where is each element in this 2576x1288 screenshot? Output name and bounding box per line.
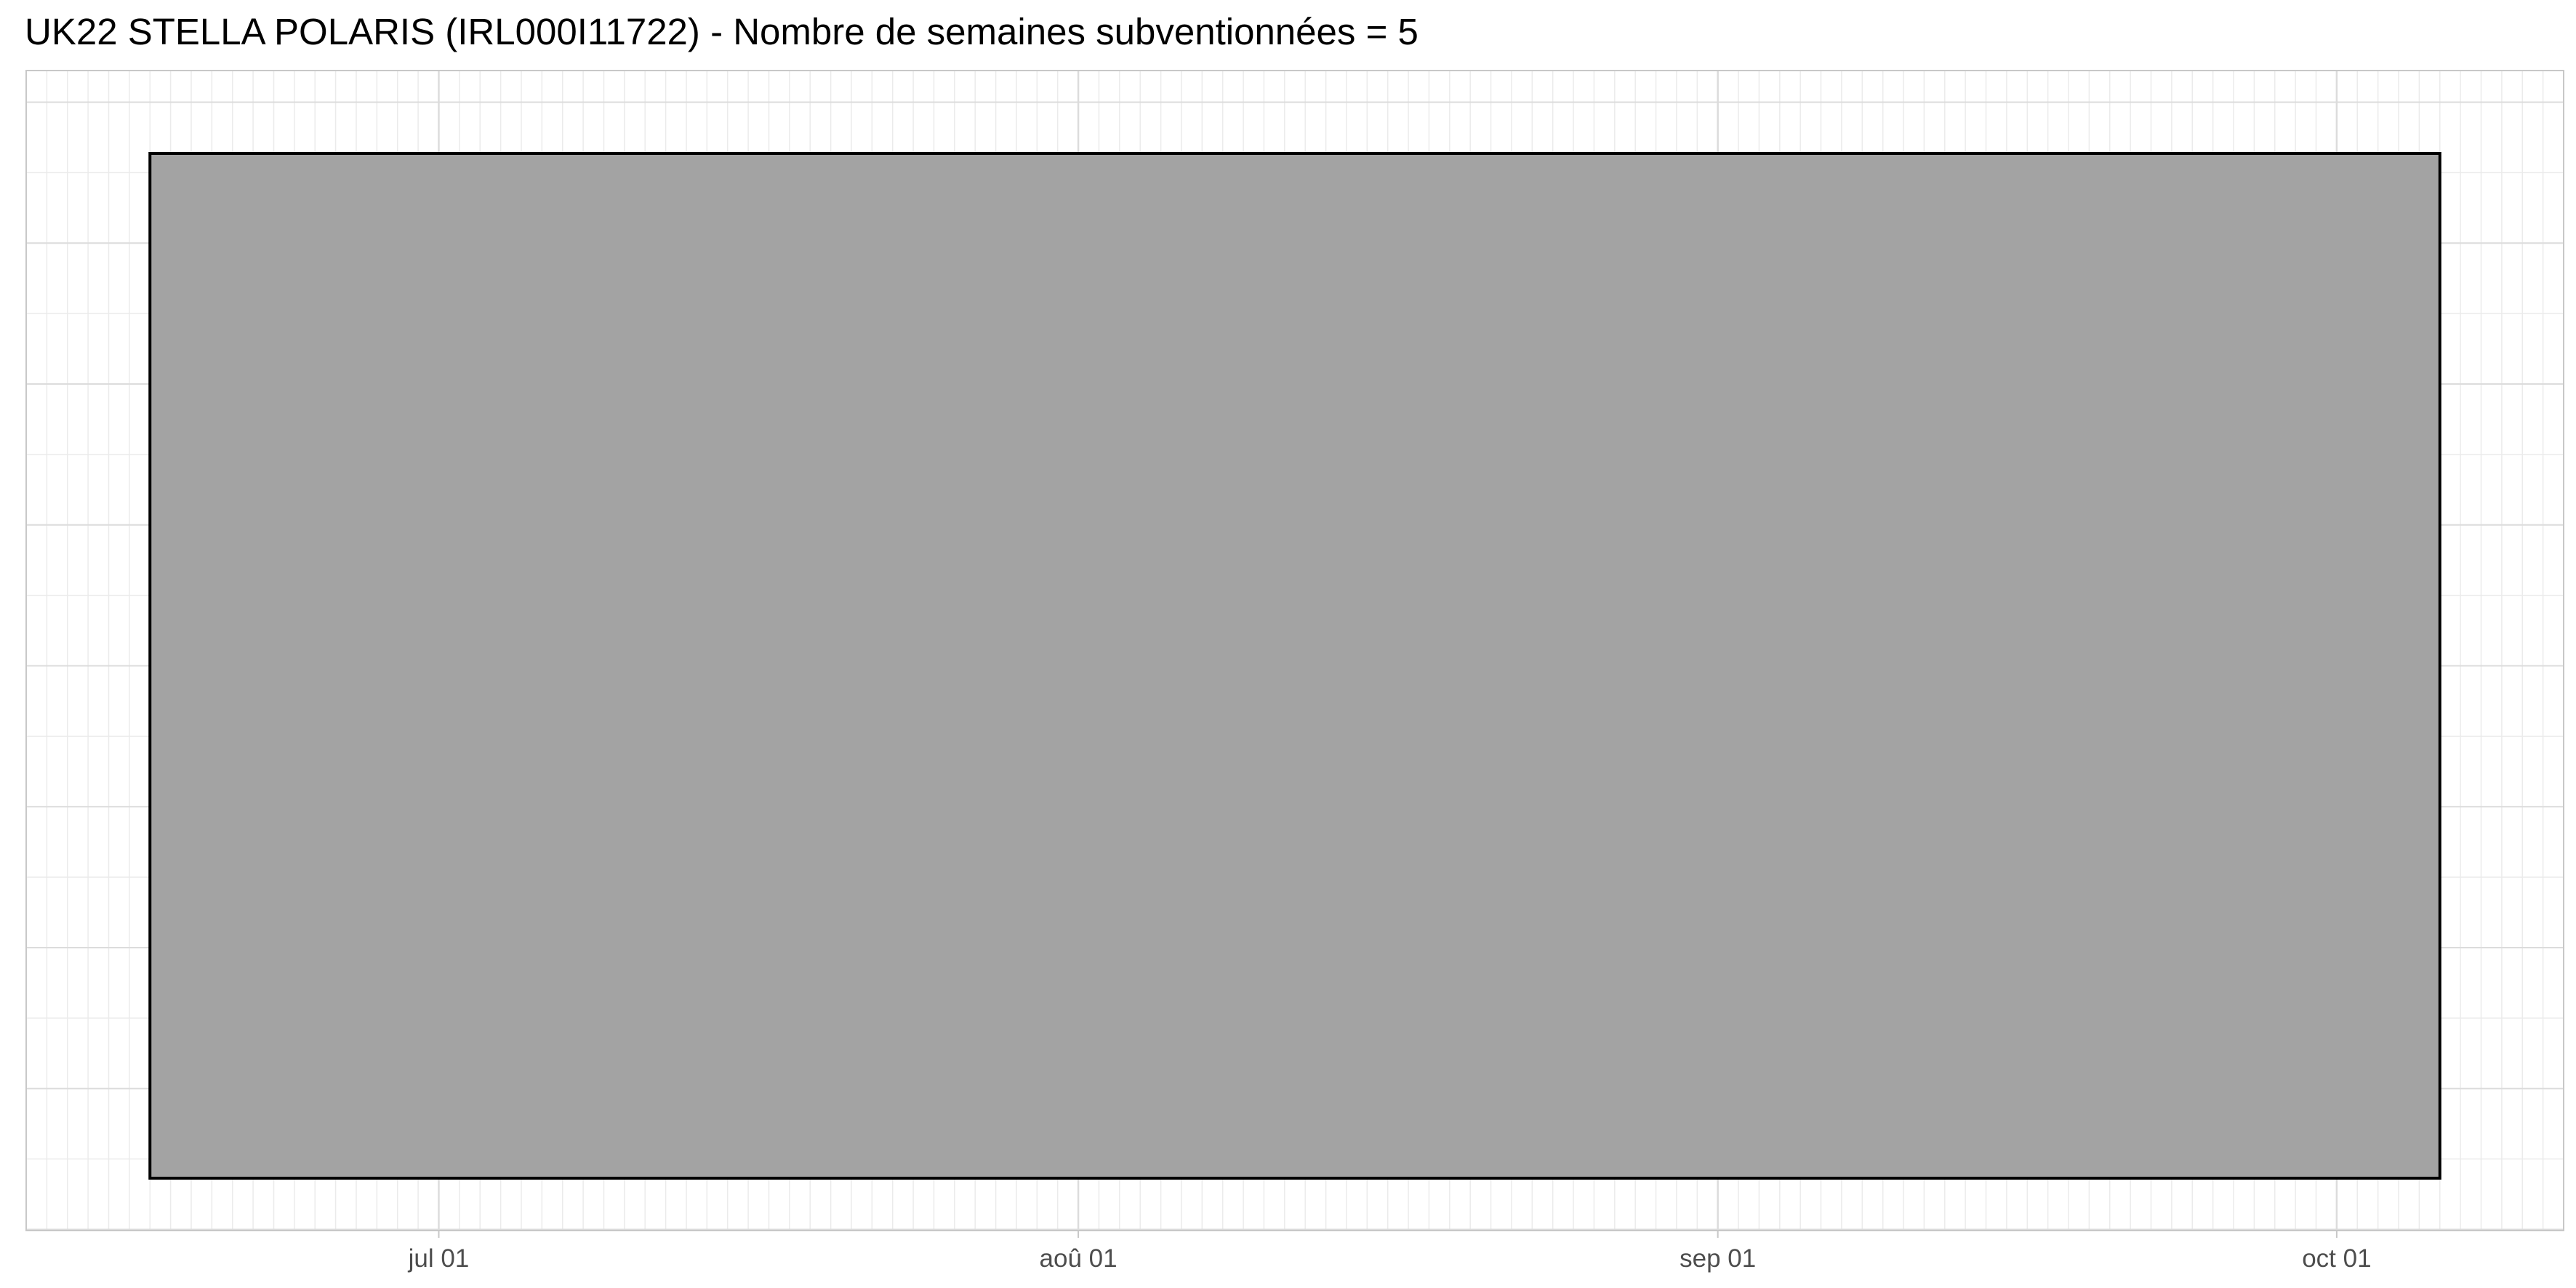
x-tick-label: oct 01 bbox=[2302, 1244, 2371, 1273]
bar-layer bbox=[148, 152, 2441, 1180]
period-bar-0 bbox=[148, 152, 2441, 1180]
chart-title: UK22 STELLA POLARIS (IRL000I11722) - Nom… bbox=[25, 11, 1419, 52]
x-tick-label: sep 01 bbox=[1680, 1244, 1756, 1273]
x-axis: jul 01 aoû 01 sep 01 oct 01 bbox=[408, 1231, 2372, 1273]
x-tick-label: jul 01 bbox=[408, 1244, 470, 1273]
x-tick-label: aoû 01 bbox=[1040, 1244, 1118, 1273]
panel-border bbox=[25, 70, 2564, 1231]
